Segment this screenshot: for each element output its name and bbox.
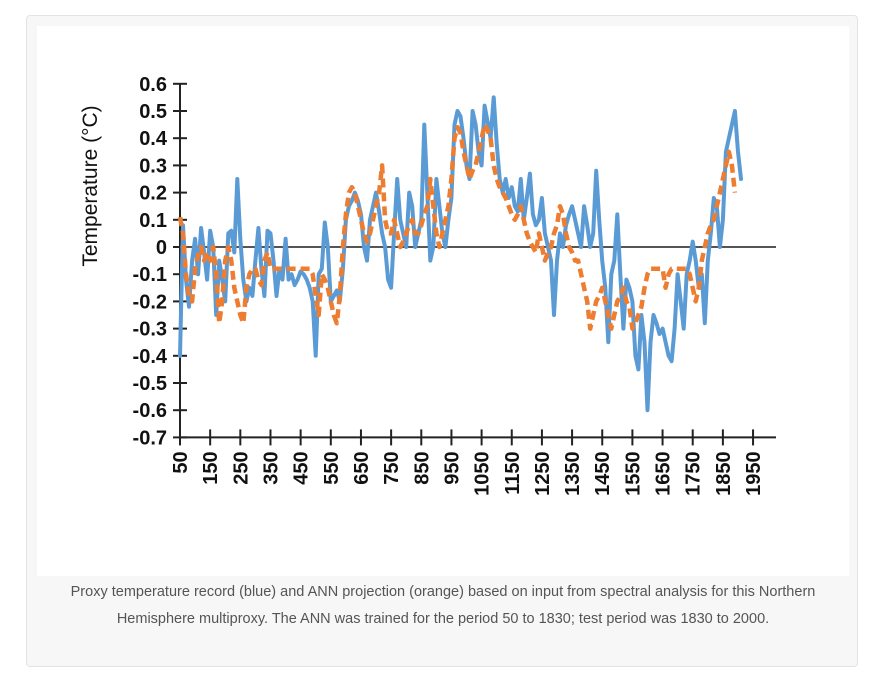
y-tick-label: -0.6 bbox=[133, 400, 167, 422]
y-tick-label: 0 bbox=[156, 237, 167, 259]
temperature-chart: 0.6 0.5 0.4 0.3 0.2 0.1 0 -0.1 -0.2 -0.3 -0.4 -0.5 -… bbox=[79, 74, 776, 496]
x-tick-label: 1250 bbox=[532, 451, 554, 496]
y-tick-label: 0.4 bbox=[139, 128, 168, 150]
x-tick-label: 1950 bbox=[743, 451, 765, 496]
x-tick-label: 750 bbox=[381, 451, 403, 484]
y-tick-label: -0.7 bbox=[133, 427, 167, 449]
x-tick-label: 950 bbox=[441, 451, 463, 484]
x-tick-label: 1450 bbox=[592, 451, 614, 496]
x-tick-label: 650 bbox=[351, 451, 373, 484]
x-tick-label: 350 bbox=[260, 451, 282, 484]
y-tick-label: 0.5 bbox=[139, 101, 167, 123]
y-tick-label: 0.2 bbox=[139, 183, 167, 205]
x-tick-label: 550 bbox=[321, 451, 343, 484]
figure-caption: Proxy temperature record (blue) and ANN … bbox=[70, 584, 816, 627]
y-tick-label: 0.3 bbox=[139, 155, 167, 177]
ann-series-line bbox=[177, 122, 738, 331]
proxy-series-line bbox=[178, 95, 743, 413]
x-tick-label: 450 bbox=[291, 451, 313, 484]
y-tick-label: -0.4 bbox=[133, 346, 168, 368]
y-tick-label: -0.5 bbox=[133, 373, 167, 395]
x-tick-label: 850 bbox=[411, 451, 433, 484]
x-axis: 50 150 250 350 450 550 650 750 850 950 1050 1150 125… bbox=[170, 246, 776, 496]
x-tick-label: 1150 bbox=[502, 451, 524, 494]
y-tick-label: -0.1 bbox=[133, 264, 167, 286]
x-tick-label: 1650 bbox=[653, 451, 675, 496]
x-tick-label: 1050 bbox=[472, 451, 494, 496]
y-tick-label: -0.3 bbox=[133, 319, 167, 341]
x-tick-label: 1550 bbox=[622, 451, 644, 496]
chart-area: 0.6 0.5 0.4 0.3 0.2 0.1 0 -0.1 -0.2 -0.3 -0.4 -0.5 -… bbox=[37, 26, 849, 576]
x-tick-label: 50 bbox=[170, 451, 192, 473]
x-tick-label: 1850 bbox=[713, 451, 735, 496]
x-tick-label: 1350 bbox=[562, 451, 584, 496]
y-axis: 0.6 0.5 0.4 0.3 0.2 0.1 0 -0.1 -0.2 -0.3 -0.4 -0.5 -… bbox=[133, 74, 187, 449]
y-tick-label: 0.1 bbox=[139, 210, 167, 232]
y-axis-label: Temperature (°C) bbox=[79, 105, 102, 266]
series-group bbox=[177, 95, 743, 413]
x-tick-label: 150 bbox=[200, 451, 222, 484]
y-tick-label: 0.6 bbox=[139, 74, 167, 96]
x-tick-label: 250 bbox=[230, 451, 252, 484]
x-tick-label: 1750 bbox=[683, 451, 705, 496]
y-tick-label: -0.2 bbox=[133, 291, 167, 313]
figure-card: 0.6 0.5 0.4 0.3 0.2 0.1 0 -0.1 -0.2 -0.3 -0.4 -0.5 -… bbox=[26, 15, 858, 667]
